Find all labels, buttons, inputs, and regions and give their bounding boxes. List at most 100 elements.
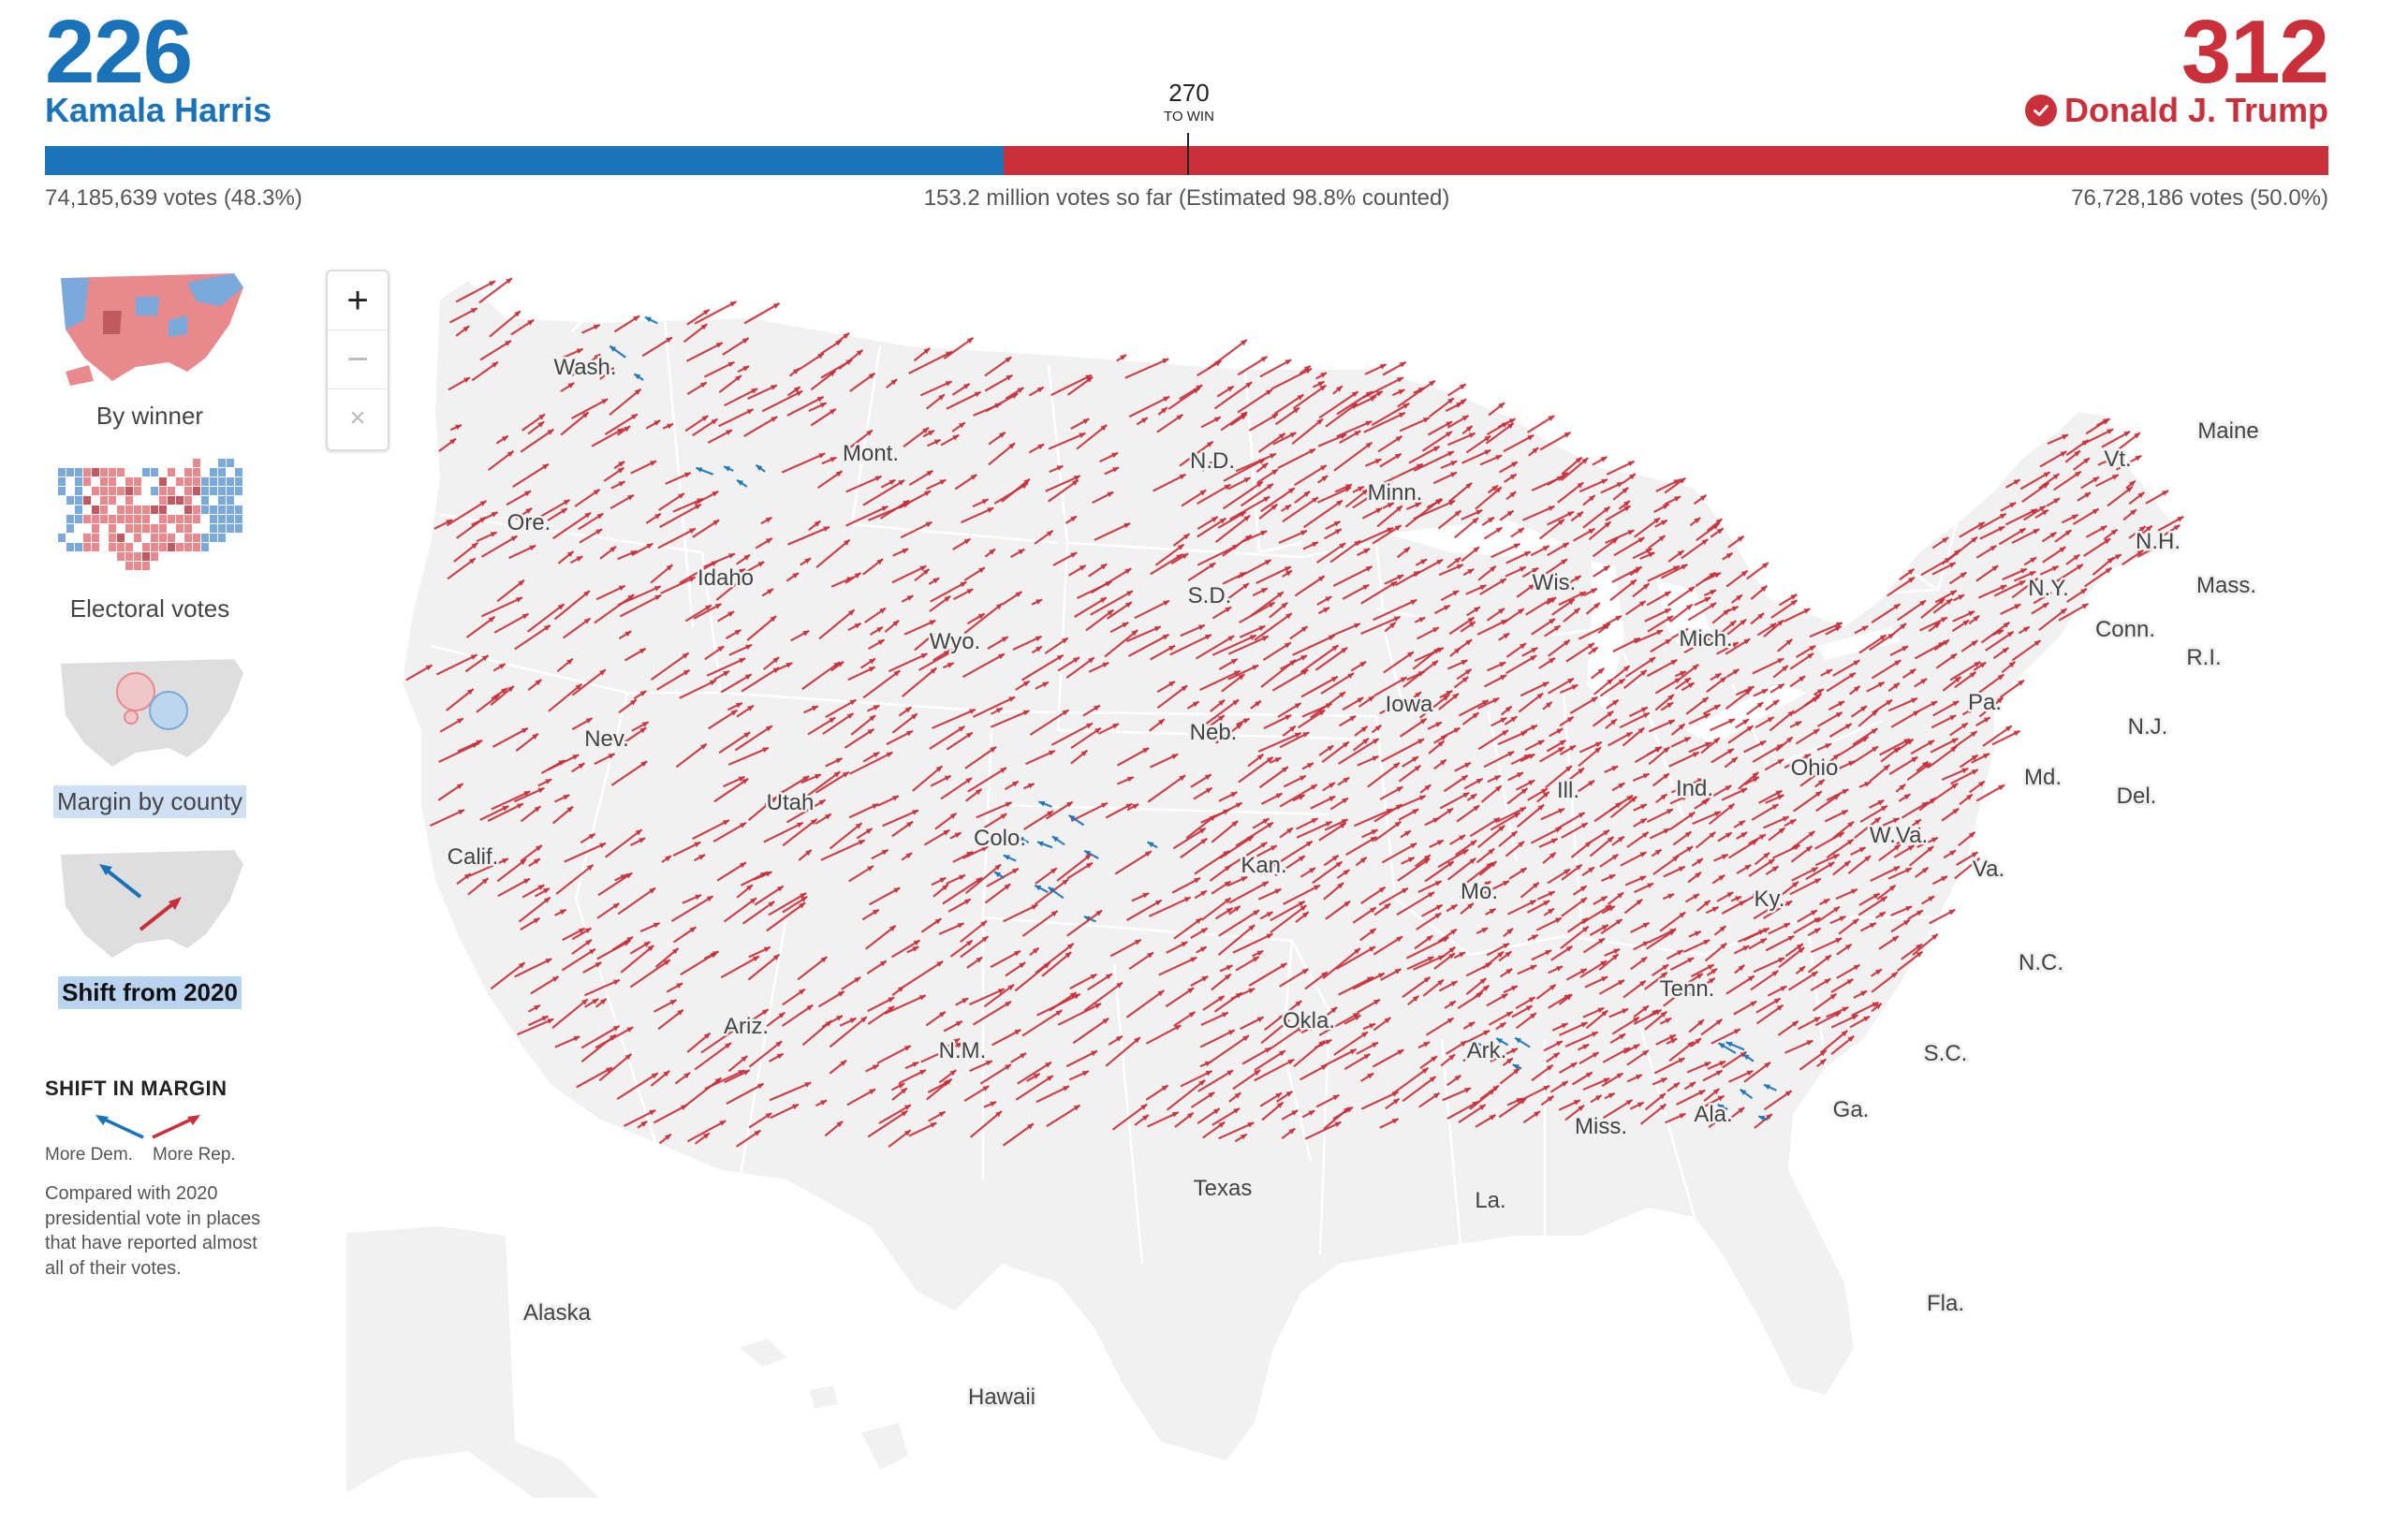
shift-arrowhead-rep [1042,681,1049,688]
shift-arrowhead-rep [1461,660,1468,666]
shift-arrowhead-rep [902,549,909,554]
cartogram-cell [92,534,99,542]
shift-arrowhead-rep [712,520,720,526]
shift-arrowhead-rep [1728,718,1736,725]
shift-arrow-rep [1624,656,1656,678]
shift-arrowhead-rep [1672,856,1679,862]
shift-arrowhead-rep [1758,834,1766,841]
shift-arrowhead-rep [1696,974,1703,979]
cartogram-cell [75,543,82,551]
state-label: Ore. [507,510,551,535]
view-option-margin-by-county[interactable]: Margin by county [37,640,262,818]
shift-arrow-rep [990,710,1031,728]
shift-arrowhead-rep [950,648,958,654]
shift-arrowhead-rep [1807,652,1814,659]
shift-arrowhead-rep [918,995,926,1001]
shift-arrowhead-rep [1046,1076,1053,1081]
shift-arrowhead-rep [1725,552,1733,559]
zoom-reset-button[interactable]: × [349,403,366,433]
shift-arrowhead-rep [1093,705,1100,711]
shift-arrowhead-rep [1503,633,1510,639]
shift-arrowhead-rep [1725,785,1732,791]
cartogram-cell [184,496,192,505]
shift-arrowhead-rep [743,554,751,561]
shift-arrowhead-rep [501,688,507,695]
shift-arrowhead-rep [1043,962,1050,969]
view-option-by-winner[interactable]: By winner [37,255,262,432]
shift-arrowhead-rep [1961,768,1969,774]
shift-arrowhead-rep [1391,1092,1399,1097]
shift-arrowhead-rep [537,421,545,428]
state-label: Conn. [2095,617,2155,642]
trump-name: Donald J. Trump [2063,91,2328,129]
shift-arrow-rep [1260,487,1296,513]
view-option-shift-from-2020[interactable]: Shift from 2020 [37,831,262,1009]
shift-arrowhead-rep [1667,893,1675,900]
shift-arrowhead-rep [1592,1052,1599,1058]
shift-arrowhead-rep [1604,623,1610,630]
shift-arrow-rep [845,505,888,527]
shift-arrowhead-rep [728,553,735,559]
shift-arrow-rep [610,760,648,786]
shift-arrowhead-rep [1834,1012,1842,1018]
shift-arrowhead-rep [1636,899,1643,905]
cartogram-cell [109,468,116,476]
shift-arrowhead-rep [1826,669,1833,675]
zoom-out-button[interactable]: − [328,330,388,389]
shift-arrowhead-rep [1447,398,1454,404]
shift-arrow-rep [1338,738,1380,765]
shift-arrowhead-rep [1627,530,1635,535]
shift-arrowhead-rep [1911,697,1917,704]
shift-arrowhead-rep [624,631,632,637]
shift-arrowhead-rep [910,713,918,720]
cartogram-cell [125,543,133,551]
shift-arrowhead-rep [2081,603,2089,609]
view-option-electoral-votes[interactable]: Electoral votes [37,447,262,625]
shift-arrowhead-rep [1880,896,1887,902]
shift-arrow-rep [862,669,902,699]
shift-arrowhead-rep [1050,911,1058,917]
shift-arrowhead-rep [714,604,722,609]
shift-arrow-rep [1148,896,1192,917]
shift-arrowhead-rep [2030,557,2037,564]
shift-arrow-rep [769,1081,812,1102]
shift-arrowhead-rep [1744,864,1752,871]
shift-arrowhead-rep [1446,690,1453,696]
shift-arrowhead-rep [1472,1101,1479,1107]
shift-arrowhead-rep [609,546,617,553]
shift-arrowhead-rep [873,705,880,711]
state-label-halo: N.H. [2136,529,2180,554]
shift-arrowhead-rep [1804,754,1812,760]
shift-arrowhead-rep [1983,754,1990,759]
us-shift-map[interactable]: Wash.Wash.Mont.Mont. N.D.N.D.Minn.Minn.Or… [346,243,2313,1498]
shift-arrowhead-rep [1470,840,1477,846]
zoom-in-button[interactable]: + [328,271,388,330]
shift-arrowhead-rep [2162,491,2169,496]
shift-arrowhead-rep [751,388,758,394]
shift-arrowhead-rep [1843,860,1851,867]
state-label: Iowa [1386,692,1433,717]
shift-arrowhead-rep [1662,504,1669,510]
state-label: Mont. [843,441,899,466]
shift-arrowhead-rep [653,420,661,426]
shift-arrowhead-rep [1420,559,1428,565]
state-label-halo: Texas [1194,1176,1253,1201]
shift-arrow-rep [1357,526,1394,545]
cartogram-cell [168,534,175,542]
shift-arrow-rep [1124,358,1169,379]
shift-arrowhead-rep [1037,444,1045,450]
270-marker-line [1187,133,1189,175]
shift-arrowhead-rep [1991,565,1999,572]
state-label: Calif. [448,844,499,870]
shift-arrowhead-dem [1742,1054,1750,1061]
shift-arrow-rep [1222,480,1264,510]
shift-arrowhead-rep [1260,530,1268,536]
state-label: Utah [767,790,815,815]
shift-arrowhead-rep [1660,972,1667,978]
cartogram-cell [117,534,125,542]
shift-arrowhead-rep [1777,683,1784,690]
shift-arrowhead-rep [1186,1112,1194,1119]
shift-arrow-rep [1111,1103,1148,1131]
shift-arrowhead-rep [1900,623,1906,630]
shift-arrowhead-rep [1971,852,1978,858]
